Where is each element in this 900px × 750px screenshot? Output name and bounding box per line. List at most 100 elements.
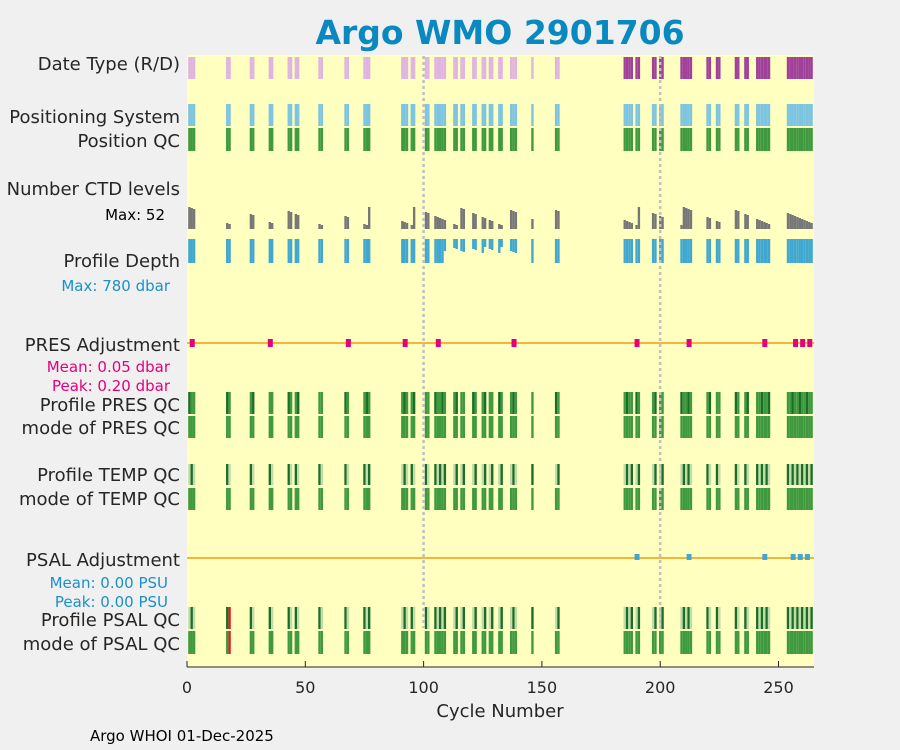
mode-psal-qc-mark bbox=[789, 631, 792, 654]
date-type-mark bbox=[680, 57, 683, 79]
profile-psal-qc-mark bbox=[287, 607, 290, 629]
mode-temp-qc-mark bbox=[789, 488, 792, 510]
profile-depth-mark bbox=[661, 239, 664, 263]
mode-temp-qc-mark bbox=[810, 488, 813, 510]
mode-psal-qc-mark bbox=[401, 631, 404, 654]
profile-pres-qc-mark bbox=[443, 392, 447, 414]
positioning-system-mark bbox=[297, 104, 300, 126]
mode-pres-qc-mark bbox=[190, 416, 193, 438]
position-qc-mark bbox=[756, 128, 759, 151]
mode-pres-qc-mark bbox=[767, 416, 771, 438]
x-tick-label: 100 bbox=[408, 678, 439, 697]
ctd-levels-mark bbox=[756, 219, 759, 229]
positioning-system-mark bbox=[270, 104, 274, 126]
profile-depth-mark bbox=[744, 239, 747, 263]
mode-psal-qc-mark bbox=[268, 631, 271, 654]
positioning-system-mark bbox=[483, 104, 487, 126]
mode-temp-qc-mark bbox=[424, 488, 428, 510]
profile-psal-qc-mark bbox=[401, 607, 404, 629]
mode-psal-qc-mark bbox=[651, 631, 655, 654]
profile-psal-qc-mark bbox=[630, 607, 633, 629]
ctd-levels-mark bbox=[758, 220, 761, 229]
chart-title: Argo WMO 2901706 bbox=[315, 13, 684, 52]
date-type-mark bbox=[767, 57, 771, 79]
positioning-system-mark bbox=[453, 104, 456, 126]
position-qc-mark bbox=[767, 128, 771, 151]
profile-pres-qc-mark bbox=[455, 392, 458, 414]
x-tick-label: 200 bbox=[645, 678, 676, 697]
mode-psal-qc-mark bbox=[744, 631, 747, 654]
profile-depth-mark bbox=[685, 239, 688, 263]
date-type-mark bbox=[412, 57, 416, 79]
profile-pres-qc-mark bbox=[786, 392, 790, 414]
profile-temp-qc-mark bbox=[190, 464, 193, 485]
ctd-levels-mark bbox=[554, 210, 558, 229]
date-type-mark bbox=[810, 57, 813, 79]
profile-pres-qc-mark bbox=[796, 392, 799, 414]
mode-psal-qc-mark bbox=[491, 631, 494, 654]
mode-psal-qc-mark bbox=[483, 631, 487, 654]
mode-pres-qc-mark bbox=[346, 416, 350, 438]
profile-psal-qc-mark bbox=[294, 607, 298, 629]
profile-temp-qc-mark bbox=[706, 464, 709, 485]
mode-temp-qc-mark bbox=[474, 488, 477, 510]
profile-psal-qc-mark bbox=[554, 607, 558, 629]
ctd-levels-mark bbox=[287, 211, 290, 229]
ctd-levels-mark bbox=[682, 207, 686, 229]
profile-pres-qc-mark bbox=[287, 392, 290, 414]
profile-pres-qc-mark bbox=[410, 392, 413, 414]
profile-temp-qc-mark bbox=[474, 464, 477, 485]
depth-max-text: Max: 780 dbar bbox=[61, 277, 170, 295]
ctd-levels-mark bbox=[488, 220, 492, 229]
mode-psal-qc-mark bbox=[441, 631, 444, 654]
profile-depth-mark bbox=[514, 239, 518, 253]
profile-depth-mark bbox=[318, 239, 321, 263]
date-type-mark bbox=[436, 57, 439, 79]
mode-pres-qc-mark bbox=[654, 416, 657, 438]
profile-psal-qc-mark bbox=[628, 607, 631, 629]
mode-pres-qc-mark bbox=[635, 416, 638, 438]
mode-pres-qc-mark bbox=[252, 416, 255, 438]
date-type-mark bbox=[734, 57, 738, 79]
mode-pres-qc-mark bbox=[270, 416, 274, 438]
profile-temp-qc-mark bbox=[791, 464, 794, 485]
mode-temp-qc-mark bbox=[294, 488, 298, 510]
date-type-mark bbox=[483, 57, 487, 79]
profile-depth-mark bbox=[365, 239, 369, 263]
pres-mean-text: Mean: 0.05 dbar bbox=[47, 358, 171, 376]
profile-pres-qc-mark bbox=[436, 392, 439, 414]
profile-temp-qc-mark bbox=[424, 464, 428, 485]
profile-temp-qc-mark bbox=[438, 464, 442, 485]
profile-depth-mark bbox=[737, 239, 740, 263]
mode-temp-qc-mark bbox=[434, 488, 437, 510]
profile-temp-qc-mark bbox=[623, 464, 626, 485]
mode-temp-qc-mark bbox=[368, 488, 371, 510]
mode-temp-qc-mark bbox=[405, 488, 409, 510]
profile-depth-mark bbox=[270, 239, 274, 263]
profile-pres-qc-mark bbox=[474, 392, 477, 414]
date-type-mark bbox=[557, 57, 560, 79]
profile-depth-mark bbox=[682, 239, 686, 263]
mode-temp-qc-mark bbox=[623, 488, 626, 510]
profile-temp-qc-mark bbox=[767, 464, 771, 485]
profile-depth-mark bbox=[188, 239, 191, 263]
positioning-system-mark bbox=[368, 104, 371, 126]
mode-temp-qc-mark bbox=[744, 488, 747, 510]
ctd-levels-mark bbox=[514, 212, 518, 229]
profile-pres-qc-mark bbox=[737, 392, 740, 414]
profile-depth-mark bbox=[434, 239, 437, 263]
profile-temp-qc-mark bbox=[294, 464, 298, 485]
mode-temp-qc-mark bbox=[512, 488, 515, 510]
profile-temp-qc-mark bbox=[746, 464, 749, 485]
profile-depth-mark bbox=[651, 239, 655, 263]
profile-pres-qc-mark bbox=[438, 392, 442, 414]
mode-pres-qc-mark bbox=[344, 416, 347, 438]
row-label-profile-pres-qc: Profile PRES QC bbox=[40, 395, 180, 416]
positioning-system-mark bbox=[758, 104, 761, 126]
positioning-system-mark bbox=[718, 104, 721, 126]
mode-temp-qc-mark bbox=[651, 488, 655, 510]
positioning-system-mark bbox=[808, 104, 811, 126]
date-type-mark bbox=[791, 57, 794, 79]
pres-adjustment-mark bbox=[511, 339, 517, 347]
position-qc-mark bbox=[791, 128, 794, 151]
